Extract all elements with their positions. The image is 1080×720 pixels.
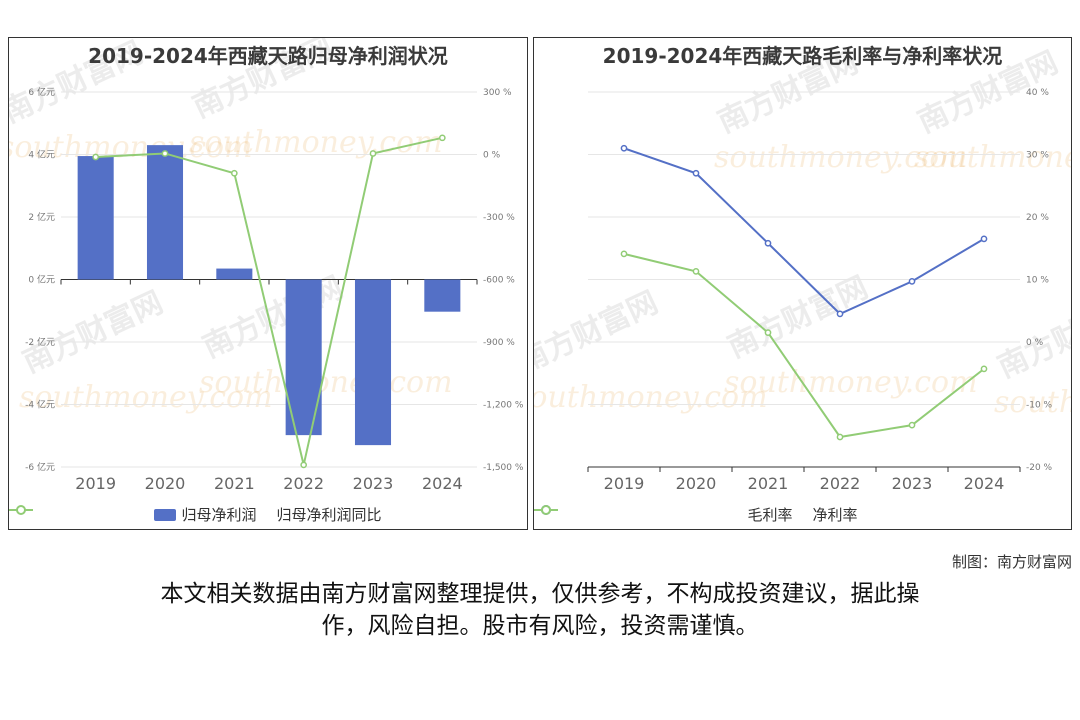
y-right-tick-label: -600 % — [483, 276, 515, 286]
y-left-tick-label: 0 亿元 — [28, 274, 55, 286]
legend-label-net-margin: 净利率 — [812, 506, 858, 524]
point-gross-margin-2023 — [908, 278, 916, 285]
bar-2024 — [424, 279, 461, 312]
line-yoy — [95, 136, 443, 466]
line-net-margin — [623, 252, 985, 439]
watermark-en-0: southmoney.com — [534, 380, 768, 415]
chart-right-title: 2019-2024年西藏天路毛利率与净利率状况 — [602, 44, 1003, 68]
y-left-tick-label: 4 亿元 — [28, 149, 55, 161]
x-tick-label: 2020 — [676, 474, 717, 493]
y-tick-label: 0 % — [1026, 338, 1044, 348]
disclaimer: 本文相关数据由南方财富网整理提供，仅供参考，不构成投资建议，据此操 作，风险自担… — [60, 578, 1020, 642]
legend-swatch-line — [9, 505, 33, 515]
legend-swatch-bar — [154, 508, 177, 521]
watermark-en-0: southmoney.com — [9, 130, 253, 165]
legend-label-net-profit: 归母净利润 — [181, 506, 257, 524]
point-yoy-2023 — [369, 150, 377, 157]
x-tick-label: 2024 — [964, 474, 1005, 493]
chart-left-title: 2019-2024年西藏天路归母净利润状况 — [88, 44, 448, 68]
x-tick-label: 2019 — [75, 474, 116, 493]
line-gross-margin — [623, 147, 985, 316]
watermark-en-2: southmoney.com — [724, 365, 978, 400]
y-tick-label: -10 % — [1026, 401, 1053, 411]
legend-item-net-profit[interactable]: 归母净利润 — [154, 504, 257, 525]
legend-item-yoy[interactable]: 归母净利润同比 — [9, 504, 382, 525]
point-net-margin-2019 — [620, 250, 628, 258]
point-gross-margin-2021 — [764, 239, 772, 247]
chart-left-legend: 归母净利润 归母净利润同比 — [9, 504, 527, 525]
watermark-en-4: southmoney.com — [994, 385, 1072, 420]
x-tick-label: 2022 — [820, 474, 861, 493]
point-net-margin-2020 — [692, 268, 700, 275]
watermark-en-2: southmoney.com — [199, 365, 453, 400]
watermark-en-3: southmoney.com — [914, 140, 1072, 175]
y-right-tick-label: 300 % — [483, 88, 512, 98]
y-right-tick-label: 0 % — [483, 151, 501, 161]
bar-2021 — [216, 268, 253, 280]
x-tick-label: 2023 — [892, 474, 933, 493]
x-tick-label: 2021 — [214, 474, 255, 493]
point-gross-margin-2022 — [836, 310, 844, 318]
y-right-tick-label: -1,500 % — [483, 463, 524, 473]
point-yoy-2021 — [230, 169, 238, 177]
watermark-cn-3: 南方财富网 — [18, 285, 169, 380]
y-left-tick-label: -4 亿元 — [25, 399, 55, 411]
chart-right-svg: 南方财富网southmoney.com南方财富网southmoney.com南方… — [534, 45, 1072, 493]
legend-item-gross-margin[interactable]: 毛利率 — [534, 504, 793, 525]
y-tick-label: 10 % — [1026, 276, 1049, 286]
disclaimer-line-1: 本文相关数据由南方财富网整理提供，仅供参考，不构成投资建议，据此操 — [160, 581, 920, 607]
y-right-tick-label: -1,200 % — [483, 401, 524, 411]
chart-left-svg: 南方财富网southmoney.com南方财富网southmoney.com南方… — [9, 38, 524, 493]
y-right-tick-label: -300 % — [483, 213, 515, 223]
watermark-cn-2: 南方财富网 — [723, 270, 874, 365]
x-tick-label: 2020 — [145, 474, 186, 493]
disclaimer-line-2: 作，风险自担。股市有风险，投资需谨慎。 — [321, 613, 759, 639]
chart-credit: 制图：南方财富网 — [951, 553, 1072, 571]
chart-panel-left: 南方财富网 southmoney.com 南方财富网 southmoney.com 南方… — [8, 37, 528, 530]
y-tick-label: 30 % — [1026, 151, 1049, 161]
y-left-tick-label: -2 亿元 — [25, 336, 55, 348]
watermark-en-1: southmoney.com — [714, 140, 968, 175]
point-net-margin-2024 — [980, 365, 988, 373]
point-net-margin-2021 — [764, 329, 772, 336]
x-tick-label: 2024 — [422, 474, 463, 493]
point-yoy-2020 — [161, 150, 169, 157]
x-tick-label: 2021 — [748, 474, 789, 493]
chart-right-legend: 毛利率 净利率 — [534, 504, 1071, 525]
point-gross-margin-2020 — [692, 169, 700, 177]
bar-2020 — [146, 145, 184, 280]
legend-label-gross-margin: 毛利率 — [747, 506, 793, 524]
watermark-cn-2: 南方财富网 — [198, 270, 349, 365]
y-tick-label: 20 % — [1026, 213, 1049, 223]
bar-2023 — [354, 279, 392, 446]
y-left-tick-label: 2 亿元 — [28, 211, 55, 223]
y-tick-label: 40 % — [1026, 88, 1049, 98]
watermark-cn-0: 南方财富网 — [534, 285, 663, 380]
x-tick-label: 2023 — [353, 474, 394, 493]
point-yoy-2024 — [438, 134, 446, 142]
y-left-tick-label: 6 亿元 — [28, 86, 55, 98]
legend-label-yoy: 归母净利润同比 — [276, 506, 382, 524]
y-right-tick-label: -900 % — [483, 338, 515, 348]
chart-panel-right: 南方财富网 southmoney.com 南方财富网 southmoney.com 南方… — [533, 37, 1072, 530]
point-gross-margin-2019 — [620, 144, 628, 152]
watermark-en-3: southmoney.com — [19, 380, 273, 415]
point-yoy-2019 — [92, 153, 100, 161]
x-tick-label: 2019 — [604, 474, 645, 493]
legend-item-net-margin[interactable]: 净利率 — [534, 504, 858, 525]
point-net-margin-2022 — [836, 433, 844, 441]
point-net-margin-2023 — [908, 421, 916, 429]
x-tick-label: 2022 — [283, 474, 324, 493]
point-gross-margin-2024 — [980, 235, 988, 243]
legend-swatch-green-line — [534, 505, 558, 515]
y-left-tick-label: -6 亿元 — [25, 461, 55, 473]
y-tick-label: -20 % — [1026, 463, 1053, 473]
bar-2019 — [77, 156, 114, 280]
point-yoy-2022 — [300, 461, 308, 469]
